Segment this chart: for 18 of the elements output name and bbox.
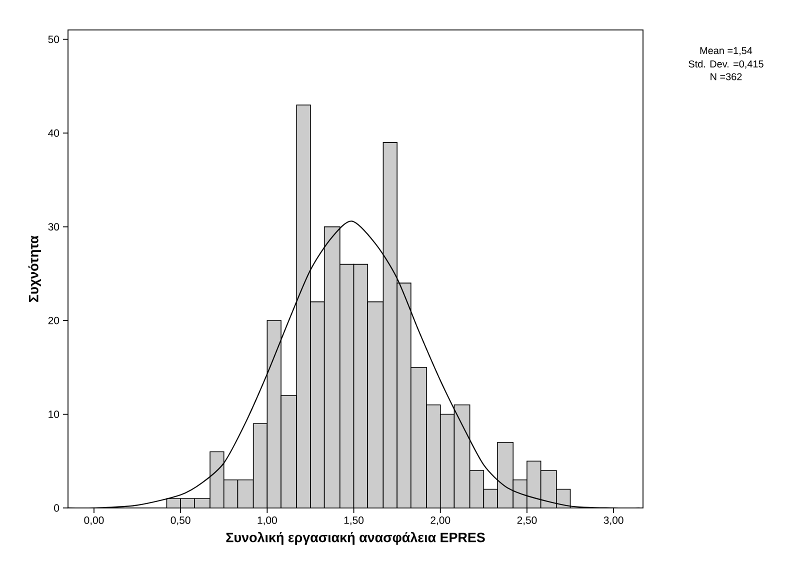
y-tick-label: 20 <box>48 316 60 324</box>
x-tick-label: 1,00 <box>258 516 277 526</box>
x-tick-label: 2,00 <box>430 516 450 526</box>
x-tick-label: 0,50 <box>170 516 190 526</box>
y-tick-label: 0 <box>54 504 60 512</box>
text: Mean =1,54 <box>700 47 752 56</box>
y-tick-label: 30 <box>48 223 60 231</box>
y-tick-label: 10 <box>48 410 60 418</box>
x-tick-label: 1,50 <box>344 516 364 526</box>
x-tick-label: 0,00 <box>84 516 104 526</box>
x-tick-label: 2,50 <box>517 516 537 526</box>
y-axis-title: Συχνότητα <box>28 236 42 302</box>
y-tick-label: 40 <box>48 129 60 137</box>
text: Std. Dev. =0,415 <box>688 60 764 69</box>
x-tick-label: 3,00 <box>604 516 624 526</box>
y-tick-label: 50 <box>48 36 60 44</box>
x-axis-title: Συνολική εργασιακή ανασφάλεια EPRES <box>226 532 485 545</box>
text: N =362 <box>710 73 742 80</box>
